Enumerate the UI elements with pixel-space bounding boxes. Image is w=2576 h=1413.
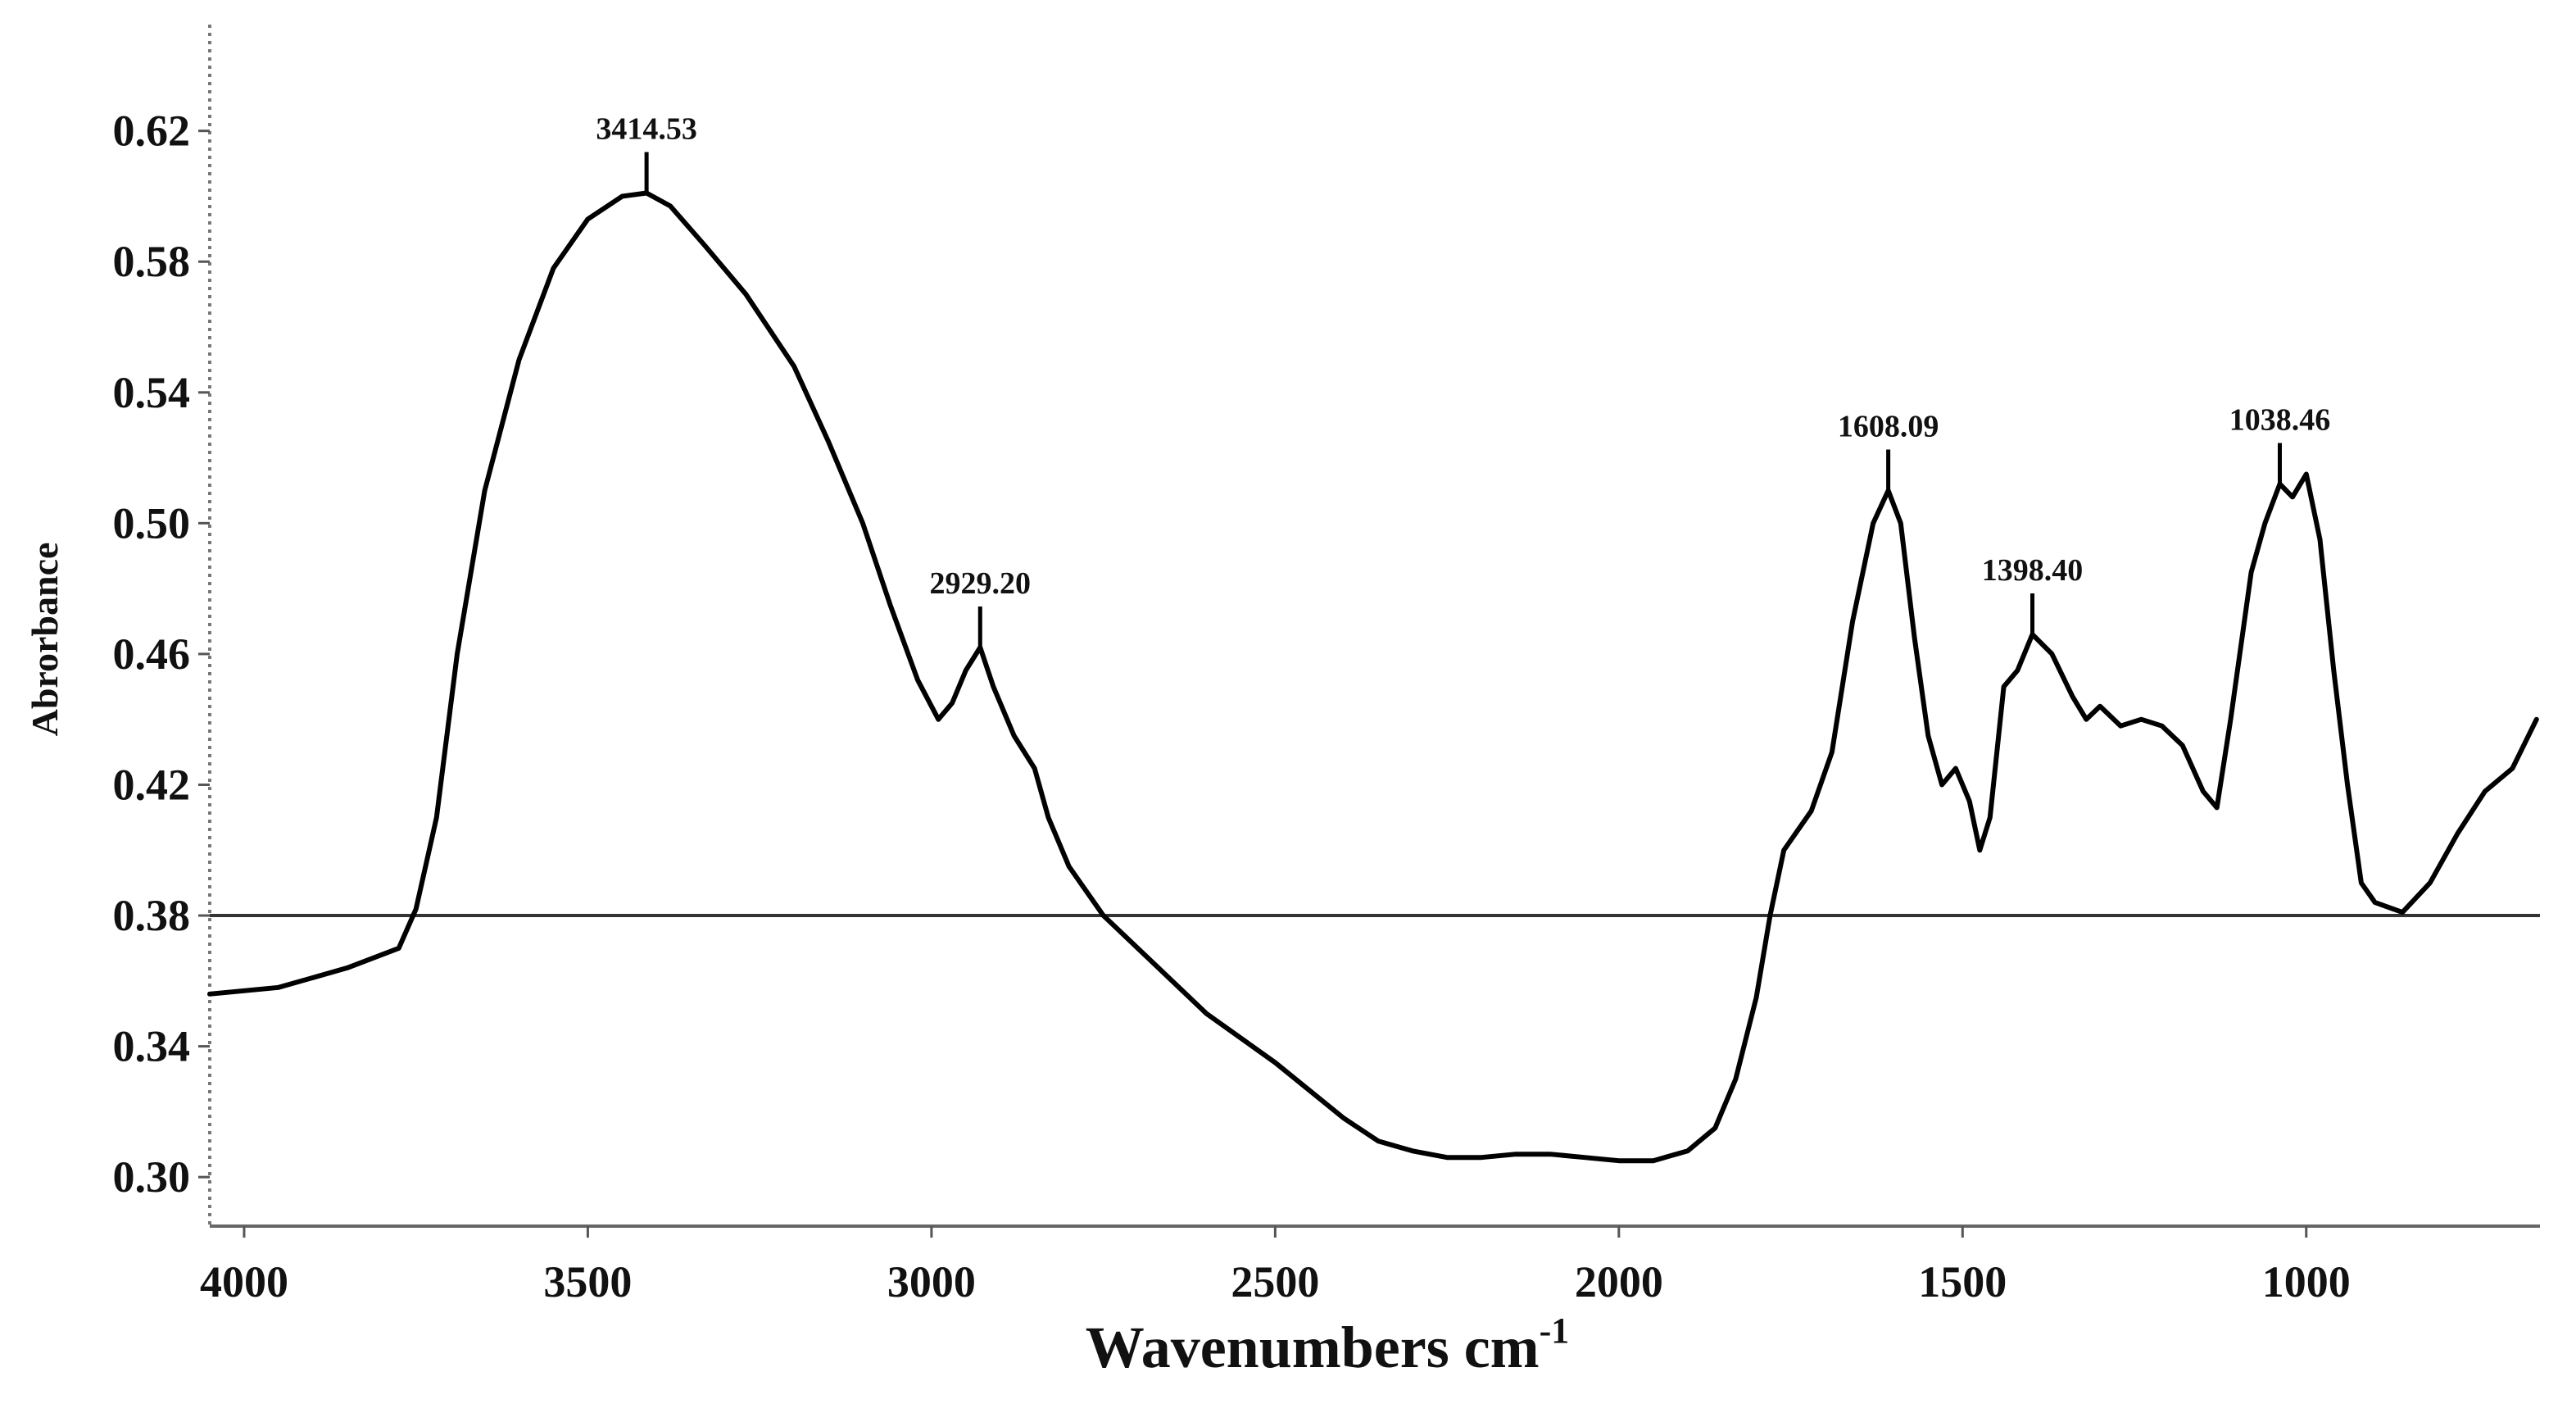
x-axis: 4000 3500 3000 2500 2000 1500 1000 — [200, 1224, 2540, 1306]
x-axis-title-superscript: -1 — [1540, 1311, 1570, 1351]
y-axis-title: Abrorbance — [24, 543, 66, 737]
x-tick-label: 3500 — [543, 1257, 632, 1306]
peak-label: 3414.53 — [596, 111, 697, 146]
x-tick-label: 4000 — [200, 1257, 288, 1306]
peak-label: 1398.40 — [1982, 553, 2084, 588]
y-tick-label: 0.42 — [113, 760, 191, 809]
y-tick-label: 0.34 — [113, 1022, 191, 1071]
y-tick-label: 0.38 — [113, 891, 191, 940]
y-tick-label: 0.50 — [113, 498, 191, 547]
x-tick-label: 1500 — [1918, 1257, 2007, 1306]
peak-annotations: 3414.53 2929.20 1608.09 1398.40 1038.46 — [596, 111, 2330, 647]
x-tick-label: 3000 — [887, 1257, 976, 1306]
peak-label: 2929.20 — [930, 566, 1032, 601]
x-axis-title: Wavenumbers cm-1 — [1086, 1311, 1570, 1380]
x-axis-title-main: Wavenumbers cm — [1086, 1315, 1540, 1380]
y-tick-label: 0.54 — [113, 368, 191, 417]
x-tick-label: 2500 — [1231, 1257, 1319, 1306]
y-tick-label: 0.46 — [113, 629, 191, 679]
y-tick-label: 0.30 — [113, 1152, 191, 1202]
spectrum-line — [207, 190, 2539, 1164]
peak-label: 1608.09 — [1838, 409, 1939, 443]
y-tick-label: 0.58 — [113, 237, 191, 286]
y-tick-label: 0.62 — [113, 107, 191, 156]
peak-label: 1038.46 — [2229, 402, 2331, 437]
x-tick-label: 1000 — [2262, 1257, 2351, 1306]
x-tick-label: 2000 — [1575, 1257, 1663, 1306]
y-axis: 0.62 0.58 0.54 0.50 0.46 0.42 0.38 0.34 0.30 — [113, 25, 211, 1226]
